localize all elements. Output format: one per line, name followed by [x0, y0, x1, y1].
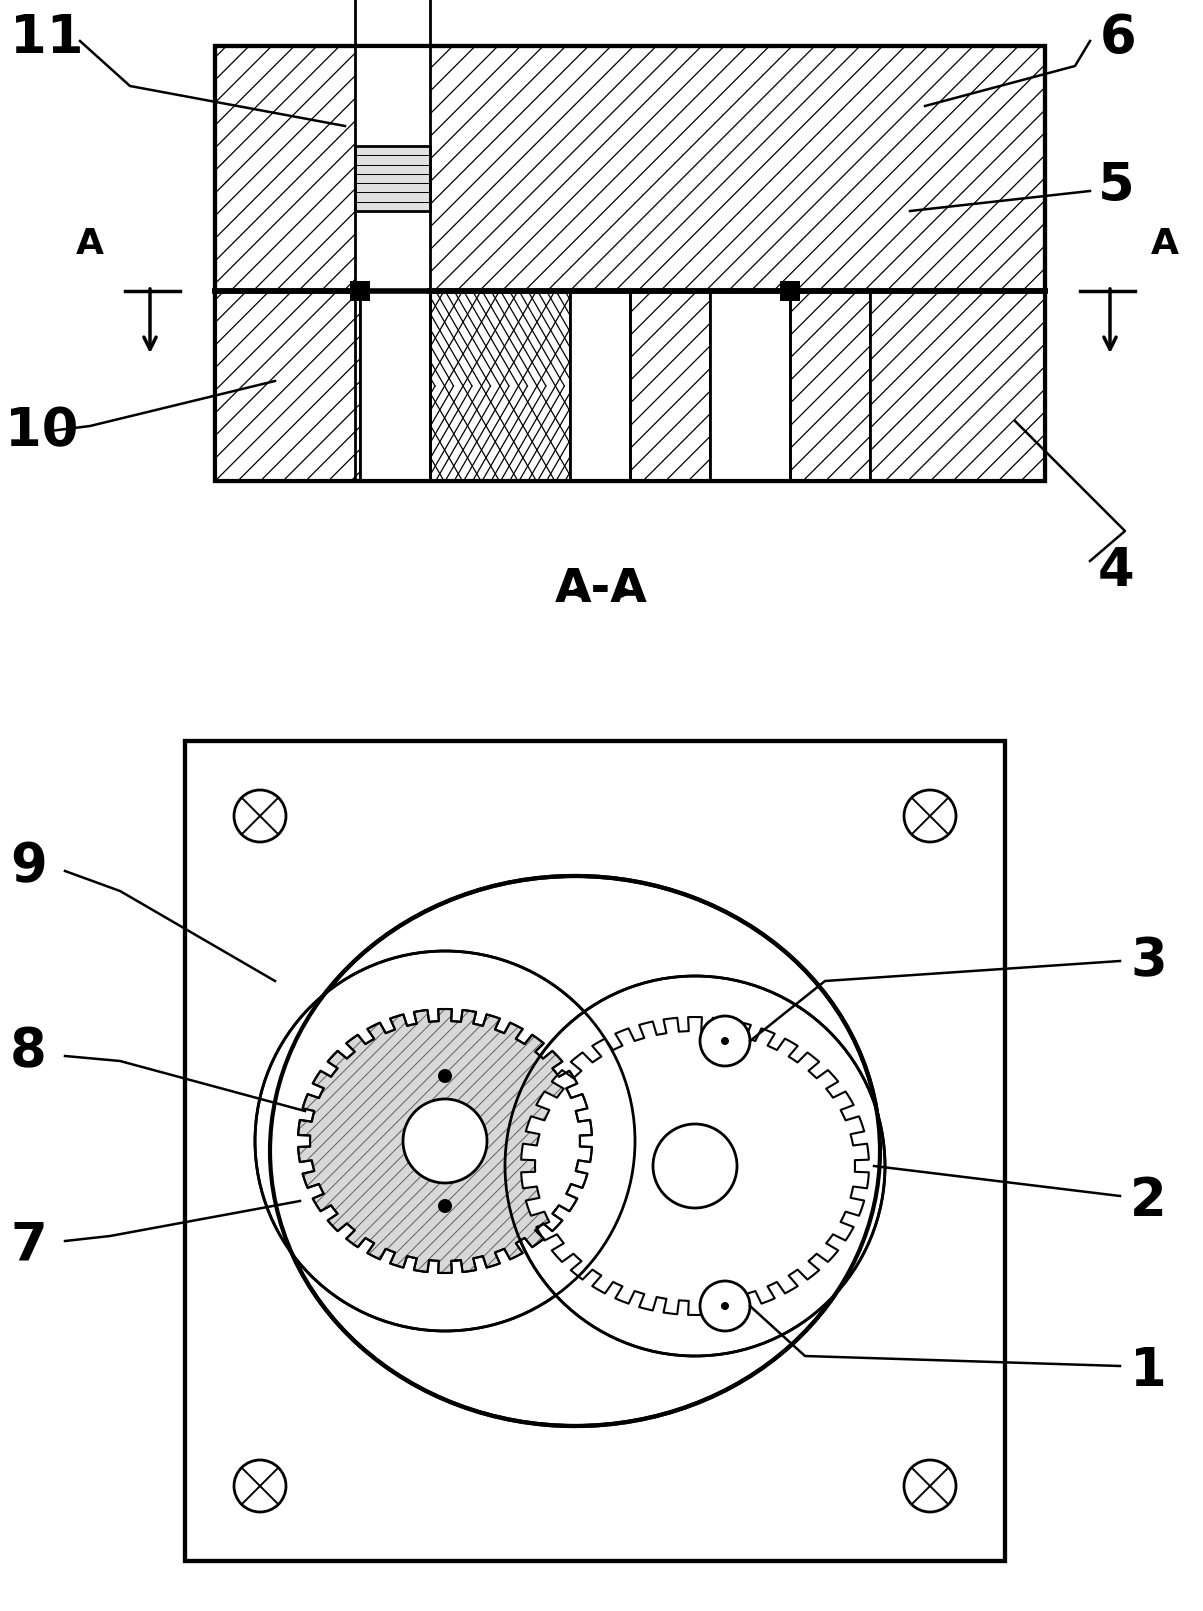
- Circle shape: [721, 1302, 729, 1310]
- Circle shape: [653, 1124, 737, 1208]
- Circle shape: [903, 789, 956, 843]
- Circle shape: [903, 1460, 956, 1513]
- Circle shape: [235, 789, 286, 843]
- Text: 2: 2: [1130, 1174, 1167, 1228]
- Text: A: A: [76, 227, 103, 261]
- Bar: [790, 292, 870, 482]
- Text: 5: 5: [1098, 159, 1134, 213]
- Bar: [185, 741, 1005, 1561]
- Text: 8: 8: [10, 1025, 47, 1078]
- Text: 11: 11: [10, 11, 83, 64]
- Circle shape: [700, 1017, 749, 1066]
- Bar: [360, 292, 429, 482]
- Bar: [215, 47, 1045, 482]
- Bar: [215, 47, 1045, 482]
- Bar: [215, 292, 360, 482]
- Ellipse shape: [269, 876, 881, 1426]
- Text: 4: 4: [1098, 545, 1134, 598]
- Text: 7: 7: [10, 1220, 47, 1273]
- Bar: [570, 292, 630, 482]
- Bar: [630, 292, 710, 482]
- Circle shape: [438, 1070, 452, 1083]
- Circle shape: [403, 1099, 487, 1182]
- Bar: [355, 47, 429, 292]
- Bar: [185, 741, 1005, 1561]
- Polygon shape: [521, 1017, 869, 1315]
- Circle shape: [505, 976, 885, 1356]
- Text: A: A: [1151, 227, 1179, 261]
- Circle shape: [700, 1281, 749, 1331]
- Bar: [710, 292, 790, 482]
- Text: 6: 6: [1100, 11, 1137, 64]
- Polygon shape: [298, 1008, 592, 1273]
- Circle shape: [255, 950, 635, 1331]
- Text: 1: 1: [1130, 1345, 1167, 1397]
- Bar: [355, 147, 429, 211]
- Circle shape: [721, 1037, 729, 1046]
- Bar: [429, 292, 570, 482]
- Text: A-A: A-A: [555, 567, 647, 612]
- Circle shape: [438, 1199, 452, 1213]
- Bar: [780, 280, 800, 301]
- Circle shape: [235, 1460, 286, 1513]
- Text: 3: 3: [1130, 934, 1167, 988]
- Text: 10: 10: [5, 404, 78, 458]
- Bar: [350, 280, 371, 301]
- Bar: [870, 292, 1045, 482]
- Text: 9: 9: [10, 839, 47, 892]
